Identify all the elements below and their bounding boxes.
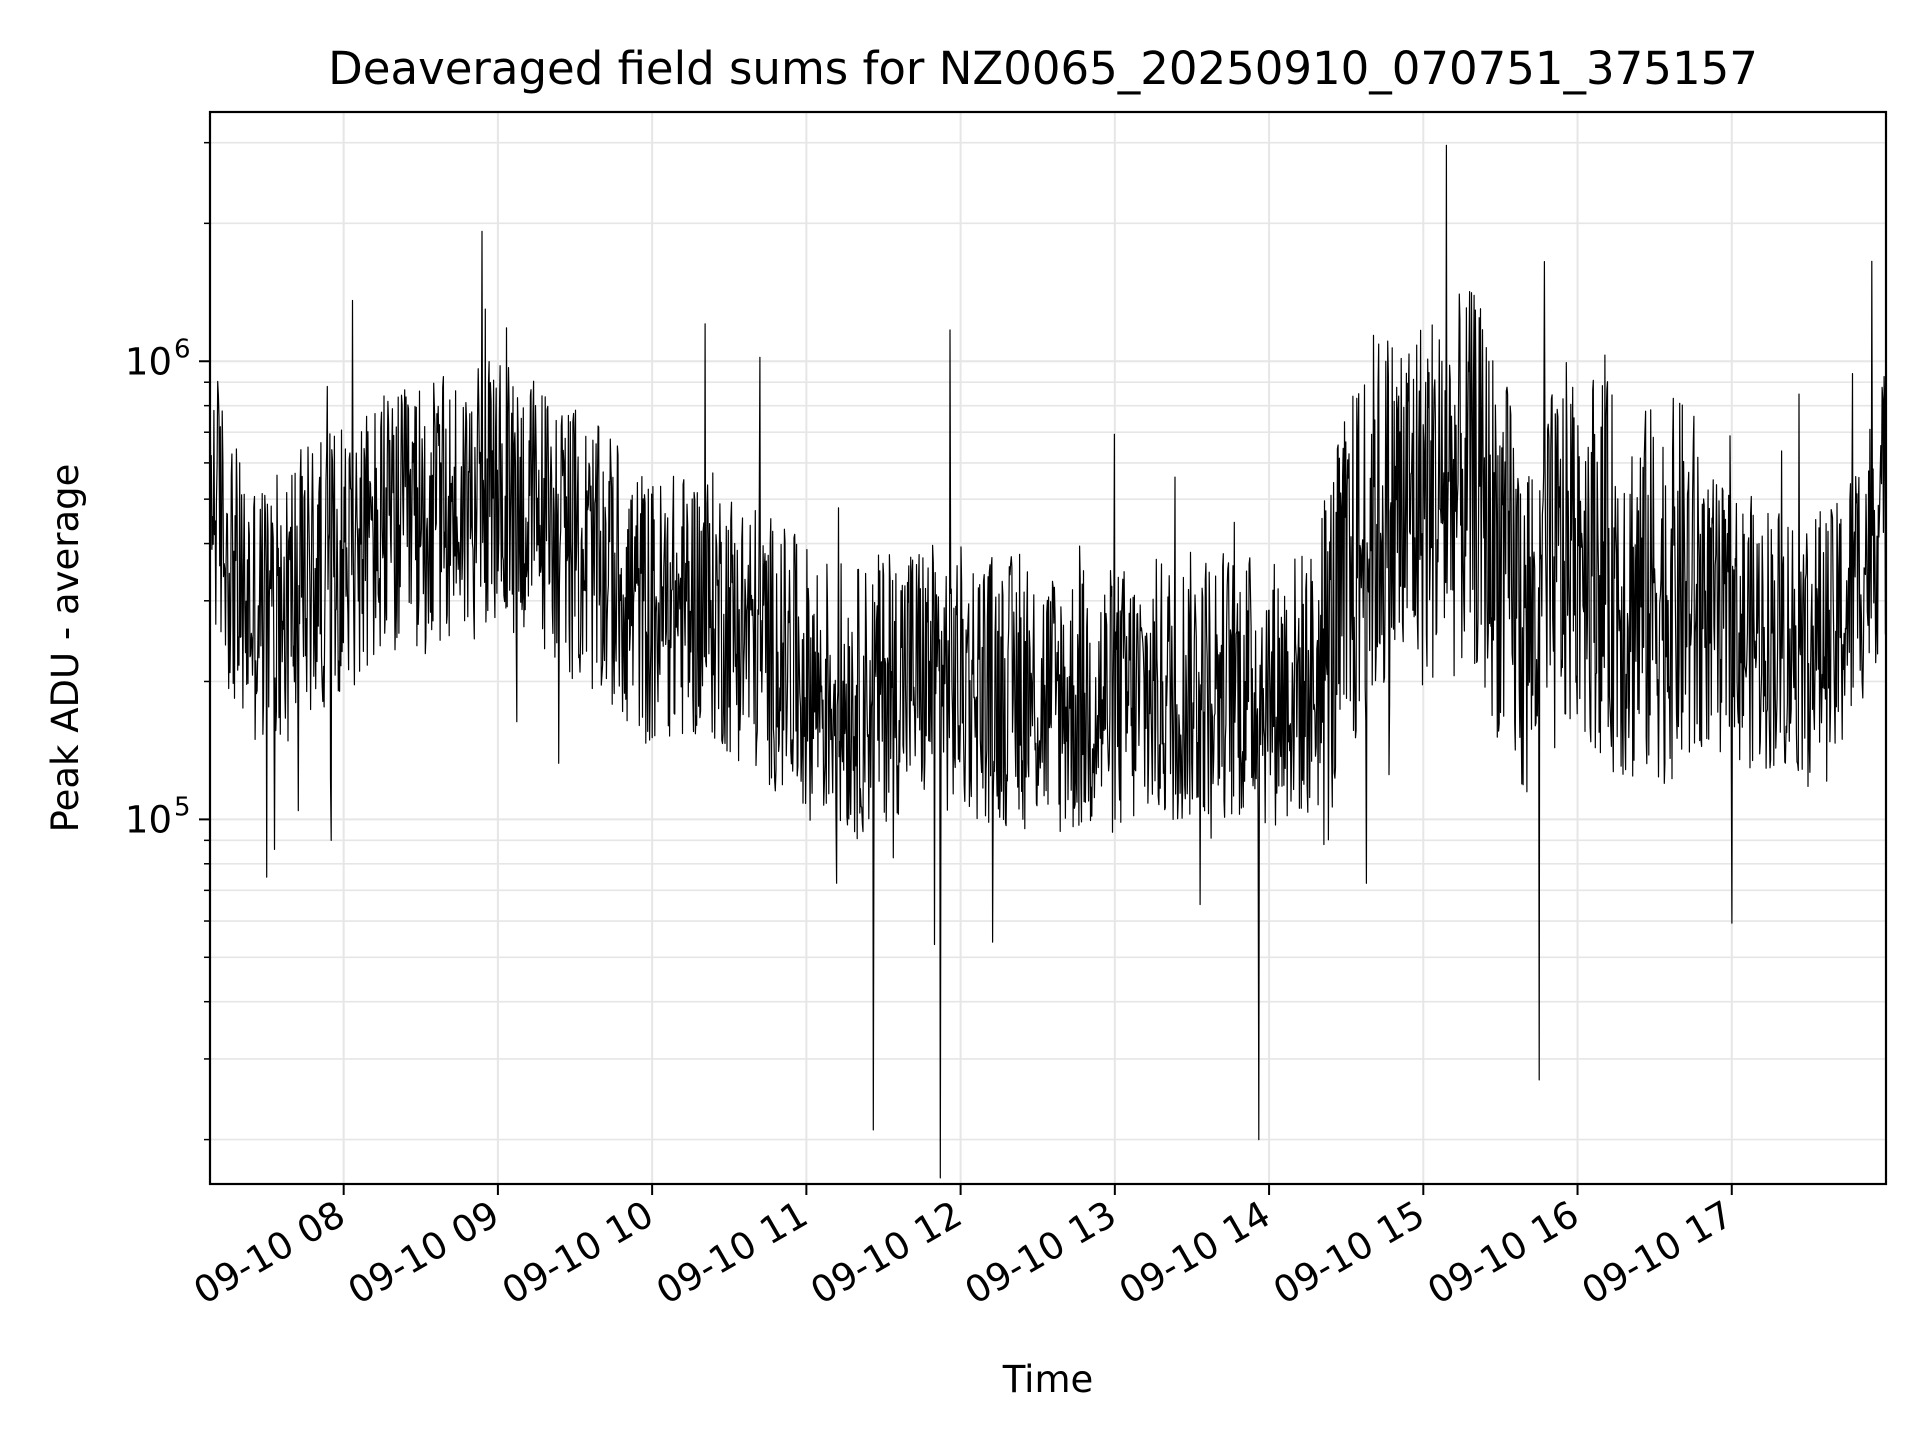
x-tick-label: 09-10 09	[341, 1193, 507, 1313]
y-tick-exponent: 6	[174, 334, 191, 364]
plot-frame	[208, 110, 1888, 1186]
y-tick-label: 10	[125, 798, 172, 841]
series-path	[209, 144, 1887, 1179]
series-line	[209, 144, 1887, 1179]
x-tick-label: 09-10 10	[495, 1193, 661, 1313]
x-tick-label: 09-10 13	[958, 1193, 1124, 1313]
x-tick-label: 09-10 16	[1420, 1193, 1586, 1313]
x-tick-label: 09-10 17	[1575, 1193, 1741, 1313]
x-tick-label: 09-10 15	[1266, 1193, 1432, 1313]
x-axis-label: Time	[1002, 1358, 1094, 1401]
x-tick-label: 09-10 11	[649, 1193, 815, 1313]
y-tick-exponent: 5	[174, 792, 191, 822]
grid	[210, 112, 1886, 1184]
x-tick-label: 09-10 12	[804, 1193, 970, 1313]
x-tick-label: 09-10 14	[1112, 1193, 1278, 1313]
chart-title: Deaveraged field sums for NZ0065_2025091…	[328, 42, 1758, 95]
x-tick-label: 09-10 08	[187, 1193, 353, 1313]
y-axis-label: Peak ADU - average	[44, 464, 87, 833]
y-tick-label: 10	[125, 340, 172, 383]
